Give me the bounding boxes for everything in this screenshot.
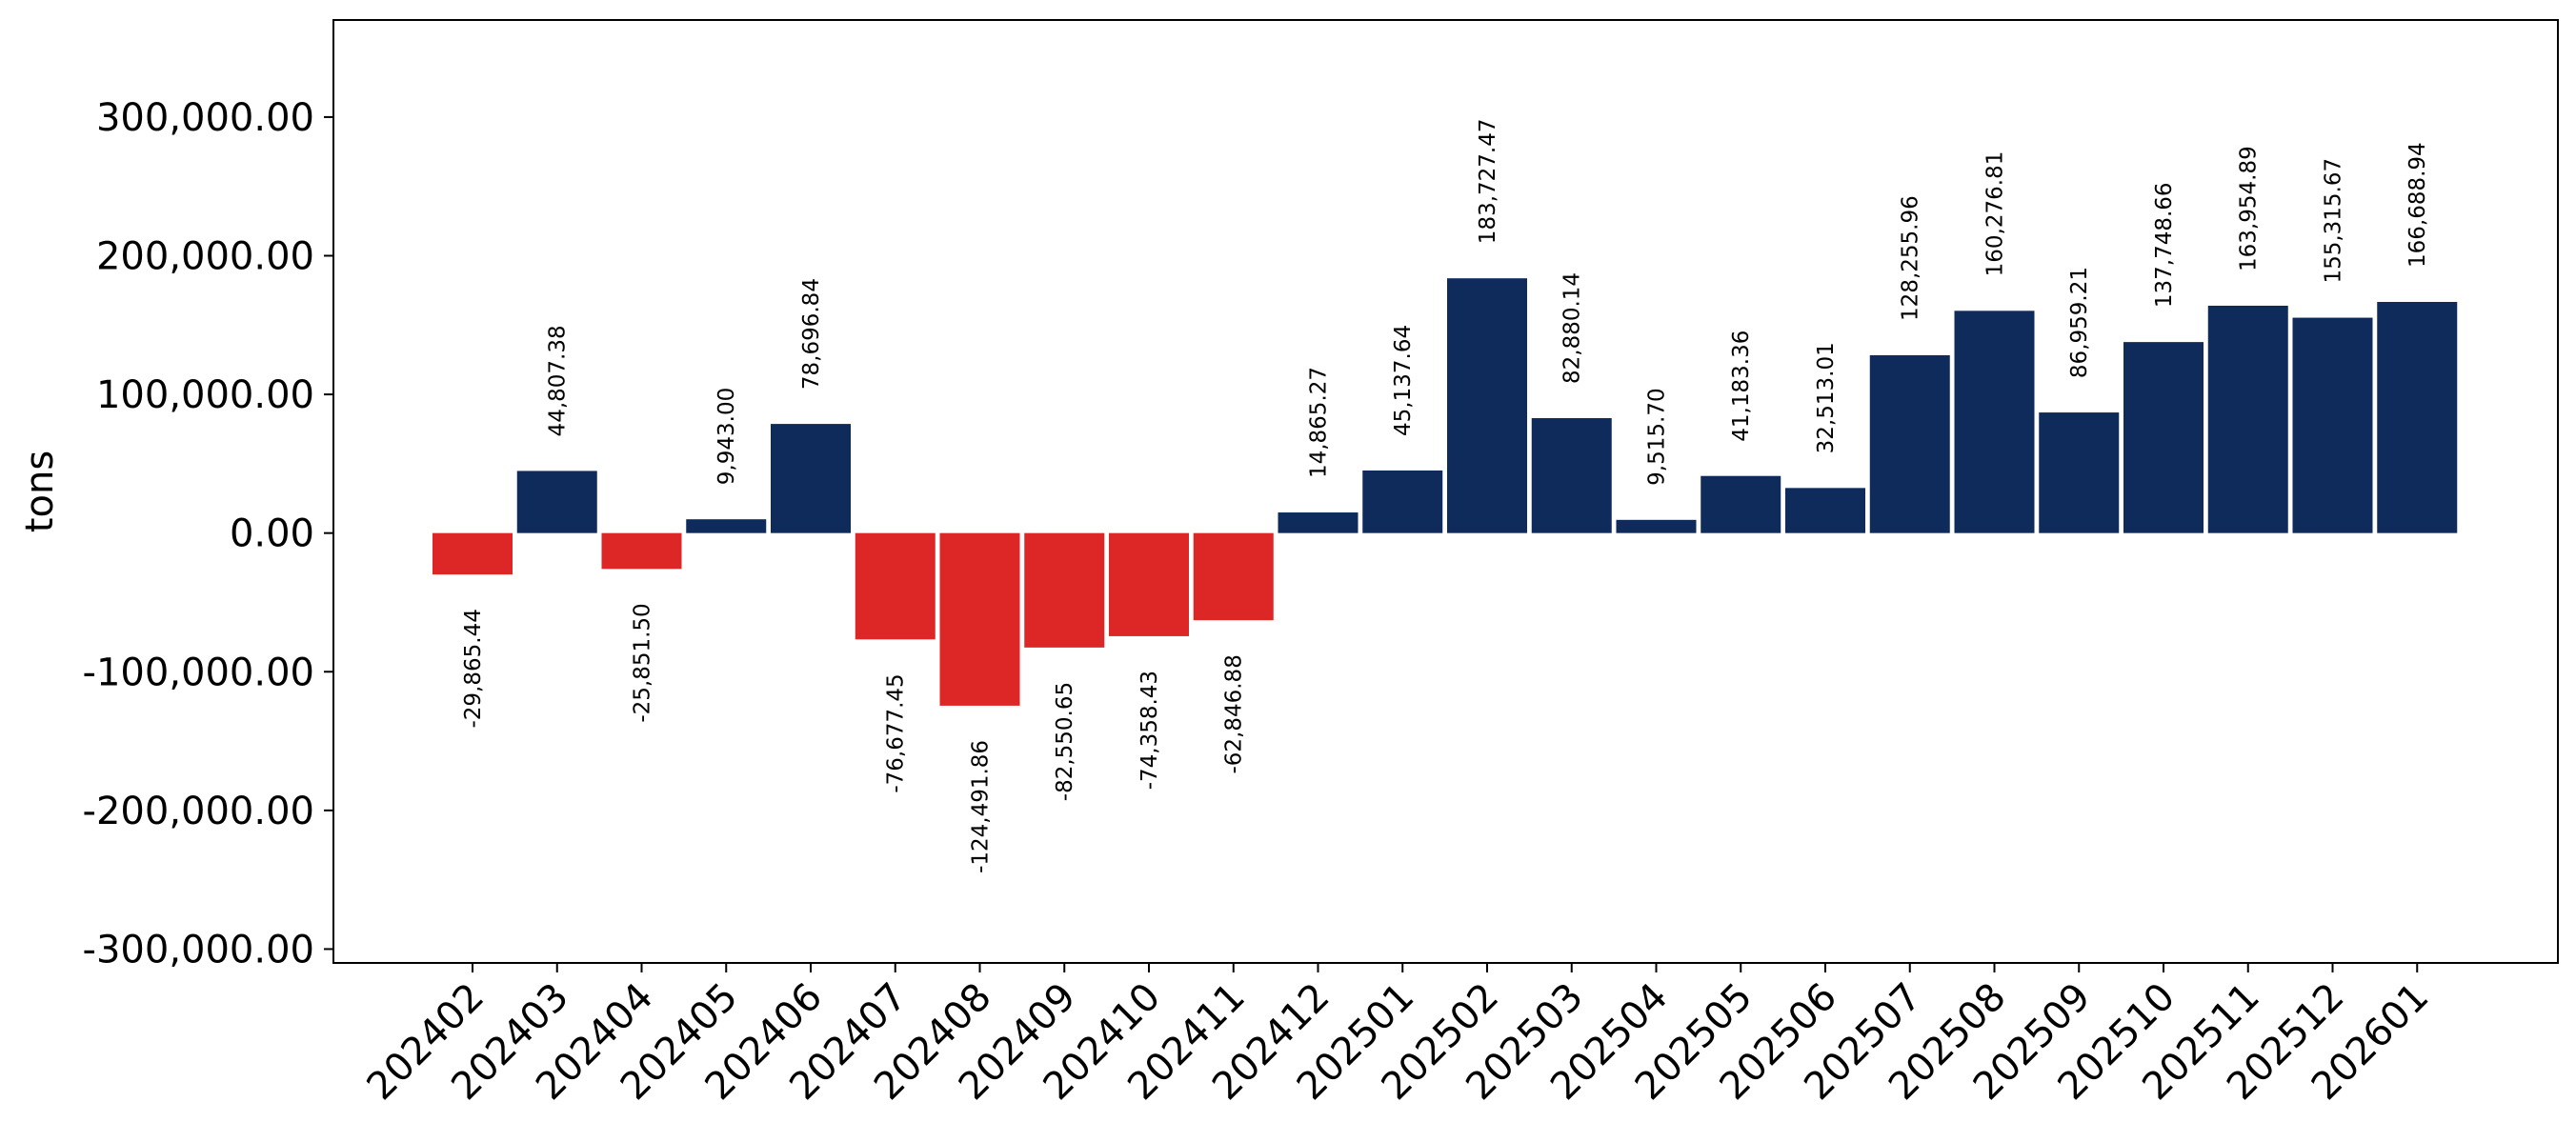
value-label-202502: 183,727.47 bbox=[1476, 118, 1500, 244]
bar-202504 bbox=[1616, 519, 1697, 533]
value-label-202501: 45,137.64 bbox=[1391, 325, 1416, 436]
value-label-202411: -62,846.88 bbox=[1222, 654, 1247, 773]
bar-202501 bbox=[1362, 470, 1443, 533]
y-tick-label: -300,000.00 bbox=[83, 928, 314, 972]
bar-202508 bbox=[1954, 311, 2035, 533]
y-tick-label: 300,000.00 bbox=[96, 96, 314, 140]
value-label-202512: 155,315.67 bbox=[2322, 158, 2346, 284]
bar-202507 bbox=[1869, 354, 1950, 533]
bar-202412 bbox=[1278, 512, 1358, 533]
bar-202409 bbox=[1024, 532, 1105, 648]
bar-202407 bbox=[855, 532, 936, 640]
value-label-202509: 86,959.21 bbox=[2067, 267, 2092, 378]
y-tick-label: 100,000.00 bbox=[96, 373, 314, 417]
bars-layer bbox=[433, 278, 2458, 706]
y-tick-label: 0.00 bbox=[230, 512, 314, 556]
value-label-202511: 163,954.89 bbox=[2237, 146, 2262, 271]
value-label-202403: 44,807.38 bbox=[546, 325, 571, 436]
y-axis-title: tons bbox=[18, 451, 62, 532]
bar-202510 bbox=[2123, 342, 2204, 533]
value-label-202503: 82,880.14 bbox=[1560, 272, 1585, 384]
bar-202405 bbox=[686, 519, 767, 533]
bar-202402 bbox=[433, 532, 513, 575]
value-label-202407: -76,677.45 bbox=[884, 673, 909, 792]
y-tick-label: -200,000.00 bbox=[83, 790, 314, 833]
bar-202403 bbox=[516, 471, 597, 533]
value-label-202404: -25,851.50 bbox=[631, 603, 655, 722]
bar-202411 bbox=[1193, 532, 1274, 621]
value-label-202506: 32,513.01 bbox=[1814, 342, 1839, 453]
bar-202406 bbox=[771, 424, 851, 533]
data-labels-layer: -29,865.44 44,807.38 -25,851.50 9,943.00 78,… bbox=[461, 118, 2430, 872]
bar-202512 bbox=[2292, 317, 2373, 533]
value-label-202408: -124,491.86 bbox=[969, 740, 994, 873]
bar-202509 bbox=[2039, 412, 2120, 533]
x-axis: 2024022024032024042024052024062024072024… bbox=[359, 963, 2437, 1109]
value-label-202412: 14,865.27 bbox=[1307, 367, 1332, 478]
value-label-202402: -29,865.44 bbox=[461, 609, 486, 728]
value-label-202601: 166,688.94 bbox=[2405, 142, 2430, 268]
bar-202503 bbox=[1531, 418, 1612, 533]
value-label-202406: 78,696.84 bbox=[799, 278, 824, 390]
value-label-202405: 9,943.00 bbox=[714, 388, 739, 485]
value-label-202409: -82,550.65 bbox=[1053, 682, 1077, 801]
bar-202505 bbox=[1701, 475, 1781, 533]
value-label-202508: 160,276.81 bbox=[1983, 151, 2008, 277]
bar-202404 bbox=[601, 532, 682, 570]
y-tick-label: 200,000.00 bbox=[96, 235, 314, 279]
bar-202511 bbox=[2207, 305, 2288, 533]
value-label-202410: -74,358.43 bbox=[1137, 671, 1162, 790]
value-label-202504: 9,515.70 bbox=[1645, 388, 1670, 485]
bar-202601 bbox=[2377, 301, 2458, 533]
value-label-202505: 41,183.36 bbox=[1729, 331, 1754, 442]
bar-202502 bbox=[1447, 278, 1527, 533]
bar-202410 bbox=[1109, 532, 1189, 636]
bar-202506 bbox=[1785, 488, 1865, 533]
value-label-202510: 137,748.66 bbox=[2152, 182, 2177, 308]
value-label-202507: 128,255.96 bbox=[1899, 195, 1923, 321]
plot-frame bbox=[332, 19, 2559, 964]
y-tick-label: -100,000.00 bbox=[83, 651, 314, 694]
y-axis: -300,000.00 -200,000.00 -100,000.00 0.00 100… bbox=[83, 96, 333, 972]
bar-202408 bbox=[939, 532, 1020, 706]
